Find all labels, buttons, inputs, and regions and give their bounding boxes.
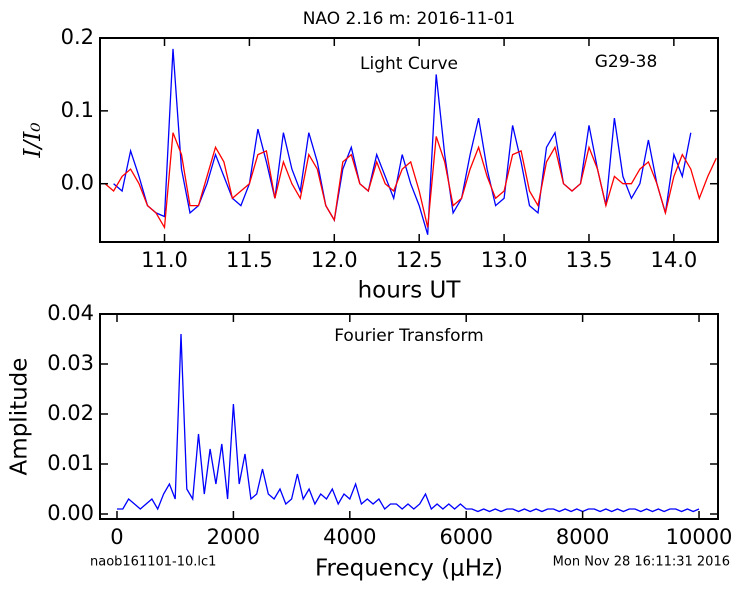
y-tick-label: 0.01 [47,451,94,475]
annotation: Light Curve [360,54,458,74]
x-tick-label: 11.0 [141,248,188,272]
x-axis-label: hours UT [358,278,462,304]
x-tick-label: 0 [110,525,123,549]
x-axis-label: Frequency (μHz) [315,556,503,582]
data-line [117,333,700,513]
x-tick-label: 2000 [207,525,260,549]
x-tick-label: 6000 [439,525,492,549]
x-tick-label: 12.0 [311,248,358,272]
data-line [104,132,717,230]
y-tick-label: 0.0 [61,171,94,195]
y-tick-label: 0.1 [61,98,94,122]
y-tick-label: 0.00 [47,501,94,525]
annotation: G29-38 [595,52,658,72]
x-tick-label: 8000 [556,525,609,549]
y-axis-label: Amplitude [7,358,33,476]
x-tick-label: 4000 [323,525,376,549]
y-tick-label: 0.2 [61,25,94,49]
footer-left: naob161101-10.lc1 [90,555,216,570]
y-tick-label: 0.02 [47,401,94,425]
y-axis-label: I/I₀ [20,122,46,158]
chart-title: NAO 2.16 m: 2016-11-01 [303,9,516,29]
y-tick-label: 0.04 [47,301,94,325]
x-tick-label: 13.5 [566,248,613,272]
x-tick-label: 14.0 [650,248,697,272]
x-tick-label: 13.0 [481,248,528,272]
axes-frame [99,313,719,520]
footer-right: Mon Nov 28 16:11:31 2016 [553,555,730,570]
y-tick-label: 0.03 [47,351,94,375]
x-tick-label: 10000 [666,525,733,549]
axes-frame [99,37,719,243]
data-line [113,48,692,235]
x-tick-label: 12.5 [396,248,443,272]
annotation: Fourier Transform [334,326,483,346]
x-tick-label: 11.5 [226,248,273,272]
